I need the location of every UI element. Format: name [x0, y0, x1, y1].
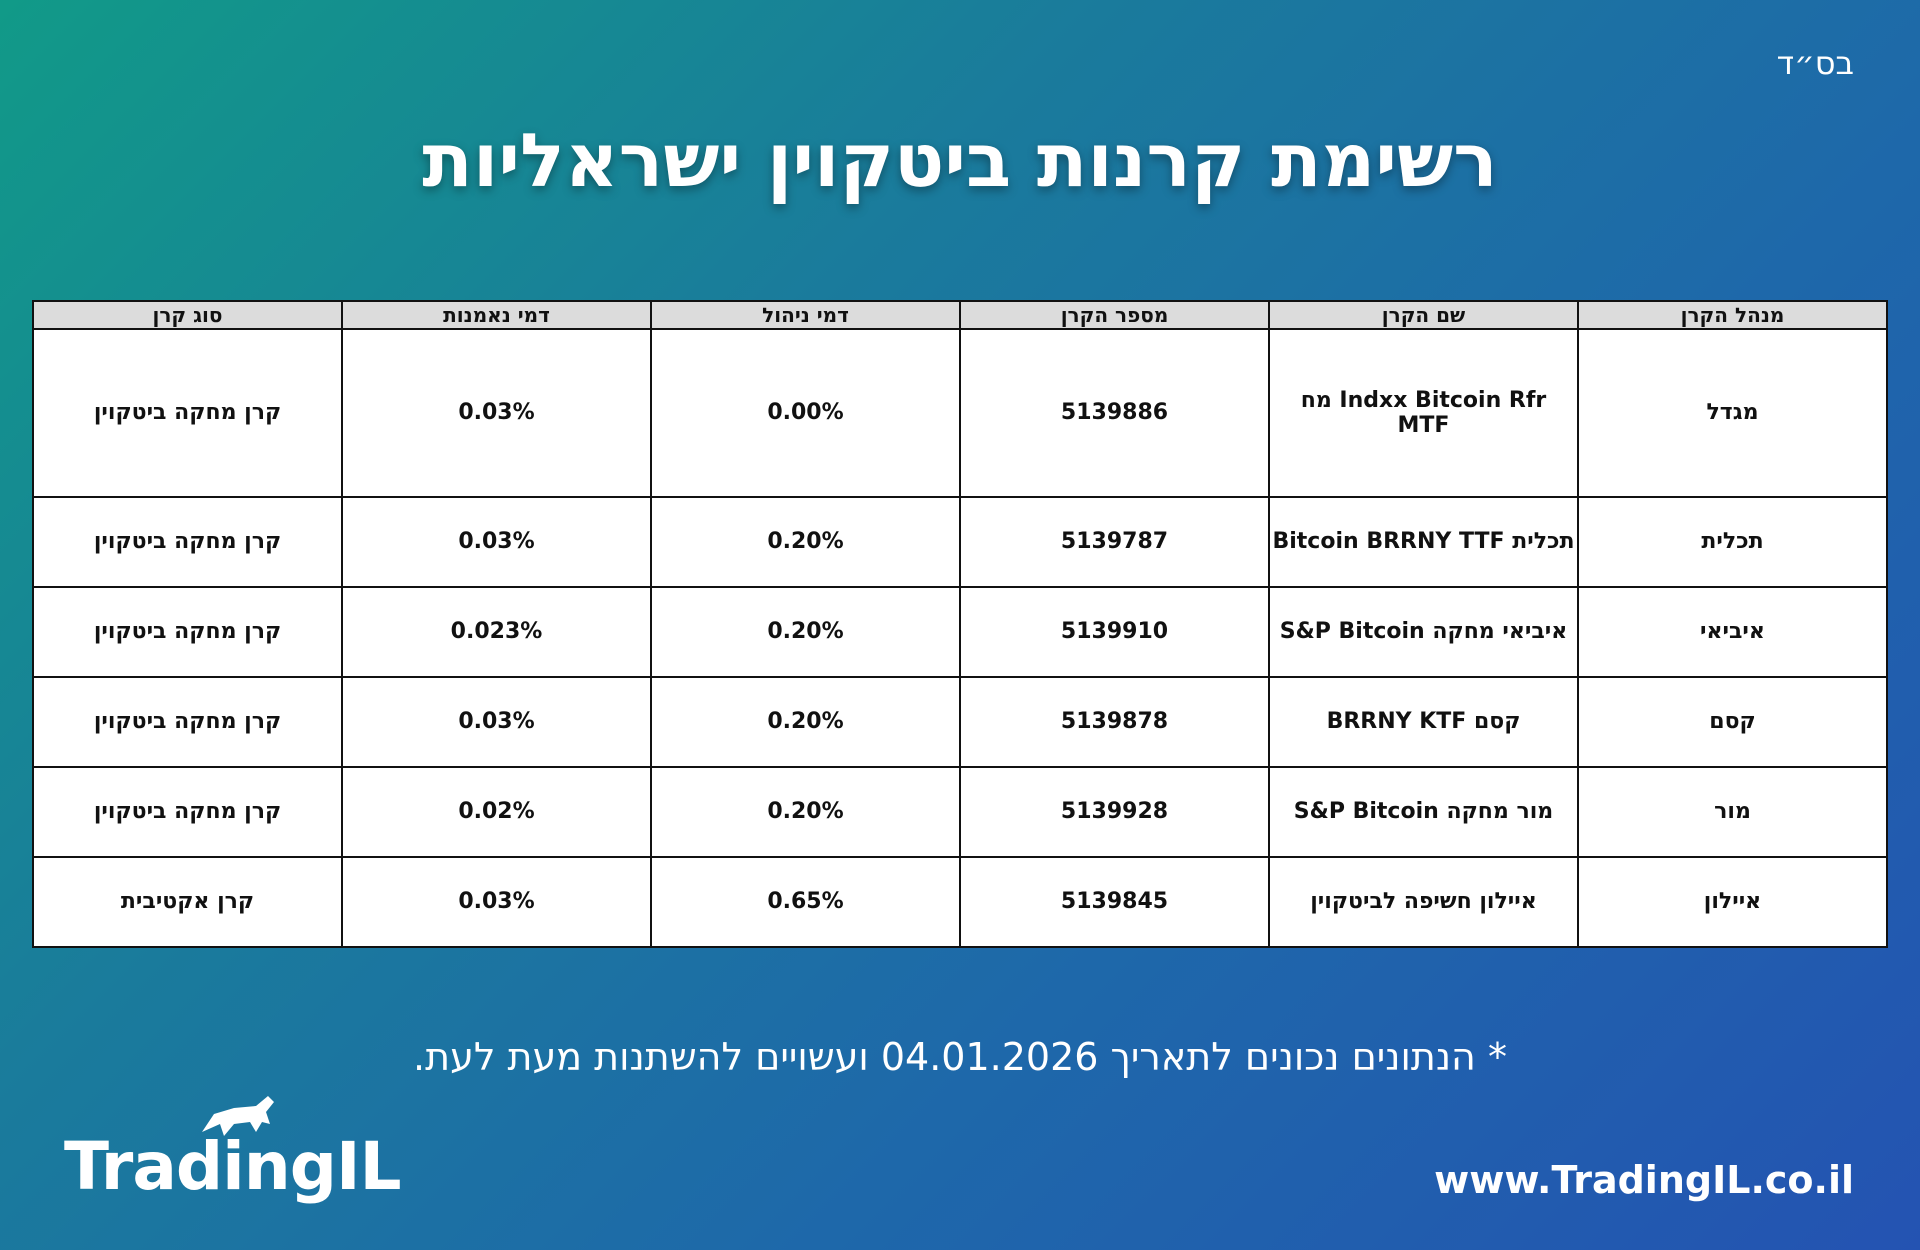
table-cell: מור [1577, 765, 1888, 858]
table-cell: 0.03% [341, 675, 652, 768]
title: רשימת קרנות ביטקוין ישראליות [422, 118, 1498, 204]
table-cell: 5139845 [959, 855, 1270, 949]
table-row: קסם קסם BRRNY KTF 5139878 0.20% 0.03% קרן מחק… [32, 675, 1888, 768]
table-cell: קרן אקטיבית [32, 855, 343, 949]
top-note: בס״ד [1776, 44, 1854, 82]
table-row: תכלית תכלית Bitcoin BRRNY TTF 5139787 0.20%… [32, 495, 1888, 588]
table-cell: איילון [1577, 855, 1888, 949]
table-cell: קרן מחקה ביטקוין [32, 328, 343, 498]
table-cell: איביאי [1577, 585, 1888, 678]
table-cell: 5139928 [959, 765, 1270, 858]
table-cell: 0.03% [341, 855, 652, 949]
table-cell: קרן מחקה ביטקוין [32, 765, 343, 858]
table-cell: 0.20% [650, 675, 961, 768]
table-cell: 0.03% [341, 495, 652, 588]
footnote: * הנתונים נכונים לתאריך 04.01.2026 ועשוי… [413, 1035, 1507, 1079]
table-cell: תכלית Bitcoin BRRNY TTF [1268, 495, 1579, 588]
logo-icon [202, 1096, 274, 1136]
table-cell: איילון חשיפה לביטקוין [1268, 855, 1579, 949]
header-row: מנהל הקרן שם הקרן מספר הקרן דמי ניהול דמי נא… [32, 300, 1888, 330]
table-cell: 0.03% [341, 328, 652, 498]
table-cell: מגדל [1577, 328, 1888, 498]
table-cell: 0.65% [650, 855, 961, 949]
table-cell: 0.02% [341, 765, 652, 858]
table-cell: קרן מחקה ביטקוין [32, 675, 343, 768]
column-header: שם הקרן [1268, 300, 1579, 330]
table-cell: קרן מחקה ביטקוין [32, 585, 343, 678]
table-row: איילון איילון חשיפה לביטקוין 5139845 0.65% 0… [32, 855, 1888, 949]
table-cell: מור מחקה S&P Bitcoin [1268, 765, 1579, 858]
table-cell: Indxx Bitcoin Rfr מח MTF [1268, 328, 1579, 498]
table-cell: 5139878 [959, 675, 1270, 768]
table-cell: קסם BRRNY KTF [1268, 675, 1579, 768]
table-cell: 5139910 [959, 585, 1270, 678]
column-header: סוג קרן [32, 300, 343, 330]
column-header: מנהל הקרן [1577, 300, 1888, 330]
column-header: דמי ניהול [650, 300, 961, 330]
table-body: מגדל Indxx Bitcoin Rfr מח MTF 5139886 0.00%… [32, 328, 1888, 949]
fund-table: מנהל הקרן שם הקרן מספר הקרן דמי ניהול דמי נא… [32, 300, 1888, 949]
table-cell: קסם [1577, 675, 1888, 768]
table-cell: 5139886 [959, 328, 1270, 498]
table-cell: 0.023% [341, 585, 652, 678]
table-cell: 0.20% [650, 495, 961, 588]
table-cell: 0.00% [650, 328, 961, 498]
table-row: איביאי איביאי מחקה S&P Bitcoin 5139910 0.20… [32, 585, 1888, 678]
table-cell: 5139787 [959, 495, 1270, 588]
table-row: מגדל Indxx Bitcoin Rfr מח MTF 5139886 0.00%… [32, 328, 1888, 498]
table-cell: קרן מחקה ביטקוין [32, 495, 343, 588]
table-cell: תכלית [1577, 495, 1888, 588]
column-header: מספר הקרן [959, 300, 1270, 330]
table-cell: 0.20% [650, 765, 961, 858]
logo-text: TradingIL [64, 1128, 402, 1205]
table-cell: איביאי מחקה S&P Bitcoin [1268, 585, 1579, 678]
table-cell: 0.20% [650, 585, 961, 678]
column-header: דמי נאמנות [341, 300, 652, 330]
table-row: מור מור מחקה S&P Bitcoin 5139928 0.20% 0.02%… [32, 765, 1888, 858]
url: www.TradingIL.co.il [1434, 1158, 1854, 1202]
